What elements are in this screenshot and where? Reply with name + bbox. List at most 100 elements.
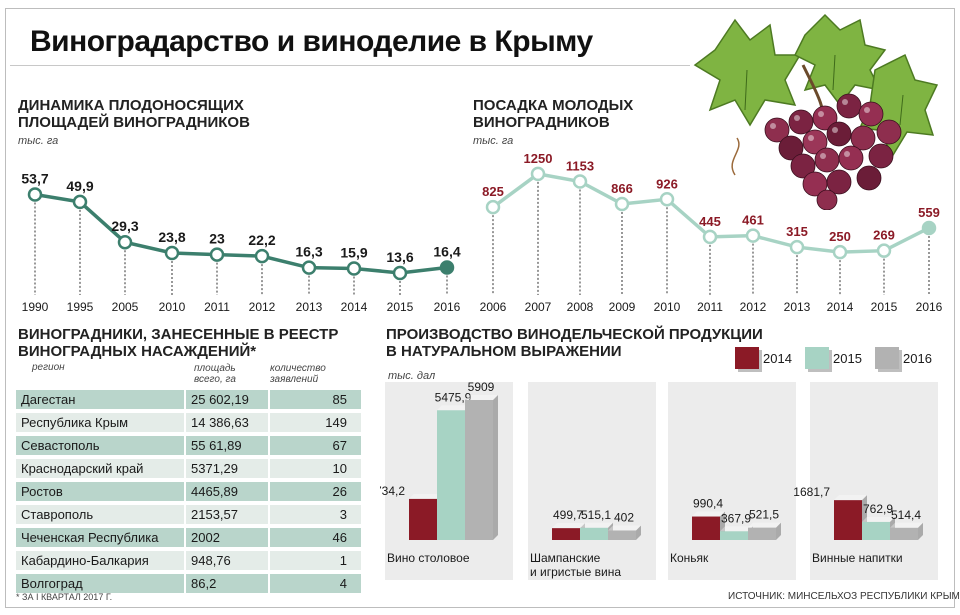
category-label: Коньяк (670, 551, 709, 565)
x-tick-label: 2015 (871, 300, 898, 314)
x-tick-label: 2008 (567, 300, 594, 314)
x-tick-label: 2013 (296, 300, 323, 314)
bar-value-label: 521,5 (749, 508, 779, 522)
data-point (164, 245, 180, 261)
data-point (789, 239, 805, 255)
planting-chart-unit: тыс. га (473, 135, 514, 147)
data-label: 866 (611, 181, 633, 196)
bar-top (834, 495, 867, 501)
data-label: 23 (209, 231, 225, 247)
category-label: и игристые вина (530, 565, 621, 579)
col-region-header: регион (32, 362, 65, 373)
x-tick-label: 2016 (916, 300, 943, 314)
bar-value-label: 5475,9 (435, 390, 472, 404)
bar-value-label: 990,4 (693, 497, 723, 511)
data-label: 559 (918, 205, 940, 220)
bar-2015 (862, 521, 890, 540)
area-cell: 2153,57 (184, 505, 268, 524)
count-cell: 46 (268, 528, 361, 547)
data-point (530, 166, 546, 182)
table-row: Кабардино-Балкария 948,76 1 (16, 551, 361, 570)
table-row: Волгоград 86,2 4 (16, 574, 361, 593)
data-point (485, 199, 501, 215)
data-point (921, 220, 937, 236)
x-tick-label: 2012 (740, 300, 767, 314)
data-point (659, 192, 675, 207)
col-count-header: количество заявлений (270, 363, 326, 385)
data-label: 315 (786, 224, 808, 239)
infographic-frame (5, 8, 955, 608)
x-tick-label: 2015 (387, 300, 414, 314)
data-label: 926 (656, 176, 678, 191)
legend-label: 2016 (903, 350, 932, 366)
data-point (301, 260, 317, 275)
count-cell: 149 (268, 413, 361, 432)
area-cell: 5371,29 (184, 459, 268, 478)
bar-2014 (834, 500, 862, 540)
bar-value-label: 514,4 (891, 508, 921, 522)
x-tick-label: 2012 (249, 300, 276, 314)
bar-2014 (409, 498, 437, 540)
grapes-illustration (693, 13, 939, 210)
data-label: 250 (829, 229, 851, 244)
footnote: * ЗА I КВАРТАЛ 2017 Г. (16, 592, 113, 602)
registry-title: ВИНОГРАДНИКИ, ЗАНЕСЕННЫЕ В РЕЕСТР ВИНОГР… (18, 326, 339, 360)
category-label: Шампанские (530, 551, 601, 565)
region-cell: Севастополь (16, 436, 184, 455)
data-point (346, 261, 362, 276)
bar-top (862, 516, 895, 522)
legend-item-2016: 2016 (875, 347, 932, 369)
legend-label: 2014 (763, 350, 792, 366)
x-tick-label: 1995 (67, 300, 94, 314)
area-cell: 14 386,63 (184, 413, 268, 432)
registry-table: Дагестан 25 602,19 85 Республика Крым 14 386… (16, 386, 361, 597)
count-cell: 1 (268, 551, 361, 570)
bar-2015 (437, 410, 465, 540)
area-series-line (34, 192, 448, 275)
category-panel (528, 382, 656, 580)
data-label: 445 (699, 214, 721, 229)
page-title: Виноградарство и виноделие в Крыму (30, 25, 593, 58)
count-cell: 26 (268, 482, 361, 501)
bar-2014 (552, 528, 580, 540)
bar-value-label: 5909 (468, 380, 495, 394)
fruit-bearing-area-line-chart: 53,7 1990 49,9 1995 29,3 2005 23,8 2010 23 2011 22… (21, 171, 461, 315)
region-cell: Республика Крым (16, 413, 184, 432)
planting-chart-title: ПОСАДКА МОЛОДЫХ ВИНОГРАДНИКОВ (473, 97, 634, 131)
bar-top (409, 493, 442, 499)
bar-top (608, 525, 641, 531)
data-label: 23,8 (158, 229, 185, 245)
area-cell: 948,76 (184, 551, 268, 570)
area-cell: 25 602,19 (184, 390, 268, 409)
legend-item-2015: 2015 (805, 347, 862, 369)
table-row: Севастополь 55 61,89 67 (16, 436, 361, 455)
source-note: ИСТОЧНИК: МИНСЕЛЬХОЗ РЕСПУБЛИКИ КРЫМ (728, 591, 960, 602)
bar-top (748, 522, 781, 528)
category-label: Вино столовое (387, 551, 470, 565)
data-label: 1153 (566, 159, 594, 174)
region-cell: Ставрополь (16, 505, 184, 524)
x-tick-label: 2010 (654, 300, 681, 314)
data-label: 825 (482, 184, 504, 199)
category-panel (668, 382, 796, 580)
category-panel (810, 382, 938, 580)
production-title: ПРОИЗВОДСТВО ВИНОДЕЛЬЧЕСКОЙ ПРОДУКЦИИ В … (386, 326, 763, 360)
data-label: 16,4 (433, 243, 460, 259)
bar-top (437, 405, 470, 411)
count-cell: 10 (268, 459, 361, 478)
legend-swatch (735, 347, 759, 369)
col-area-header: площадь всего, га (194, 363, 236, 385)
bar-side (918, 522, 923, 540)
bar-side (776, 522, 781, 540)
table-row: Чеченская Республика 2002 46 (16, 528, 361, 547)
count-cell: 67 (268, 436, 361, 455)
bar-2016 (608, 530, 636, 540)
data-point (72, 194, 88, 210)
bar-top (890, 522, 923, 528)
table-row: Ставрополь 2153,57 3 (16, 505, 361, 524)
bar-top (552, 523, 585, 529)
table-row: Республика Крым 14 386,63 149 (16, 413, 361, 432)
area-chart-unit: тыс. га (18, 135, 59, 147)
region-cell: Кабардино-Балкария (16, 551, 184, 570)
x-tick-label: 2016 (434, 300, 461, 314)
